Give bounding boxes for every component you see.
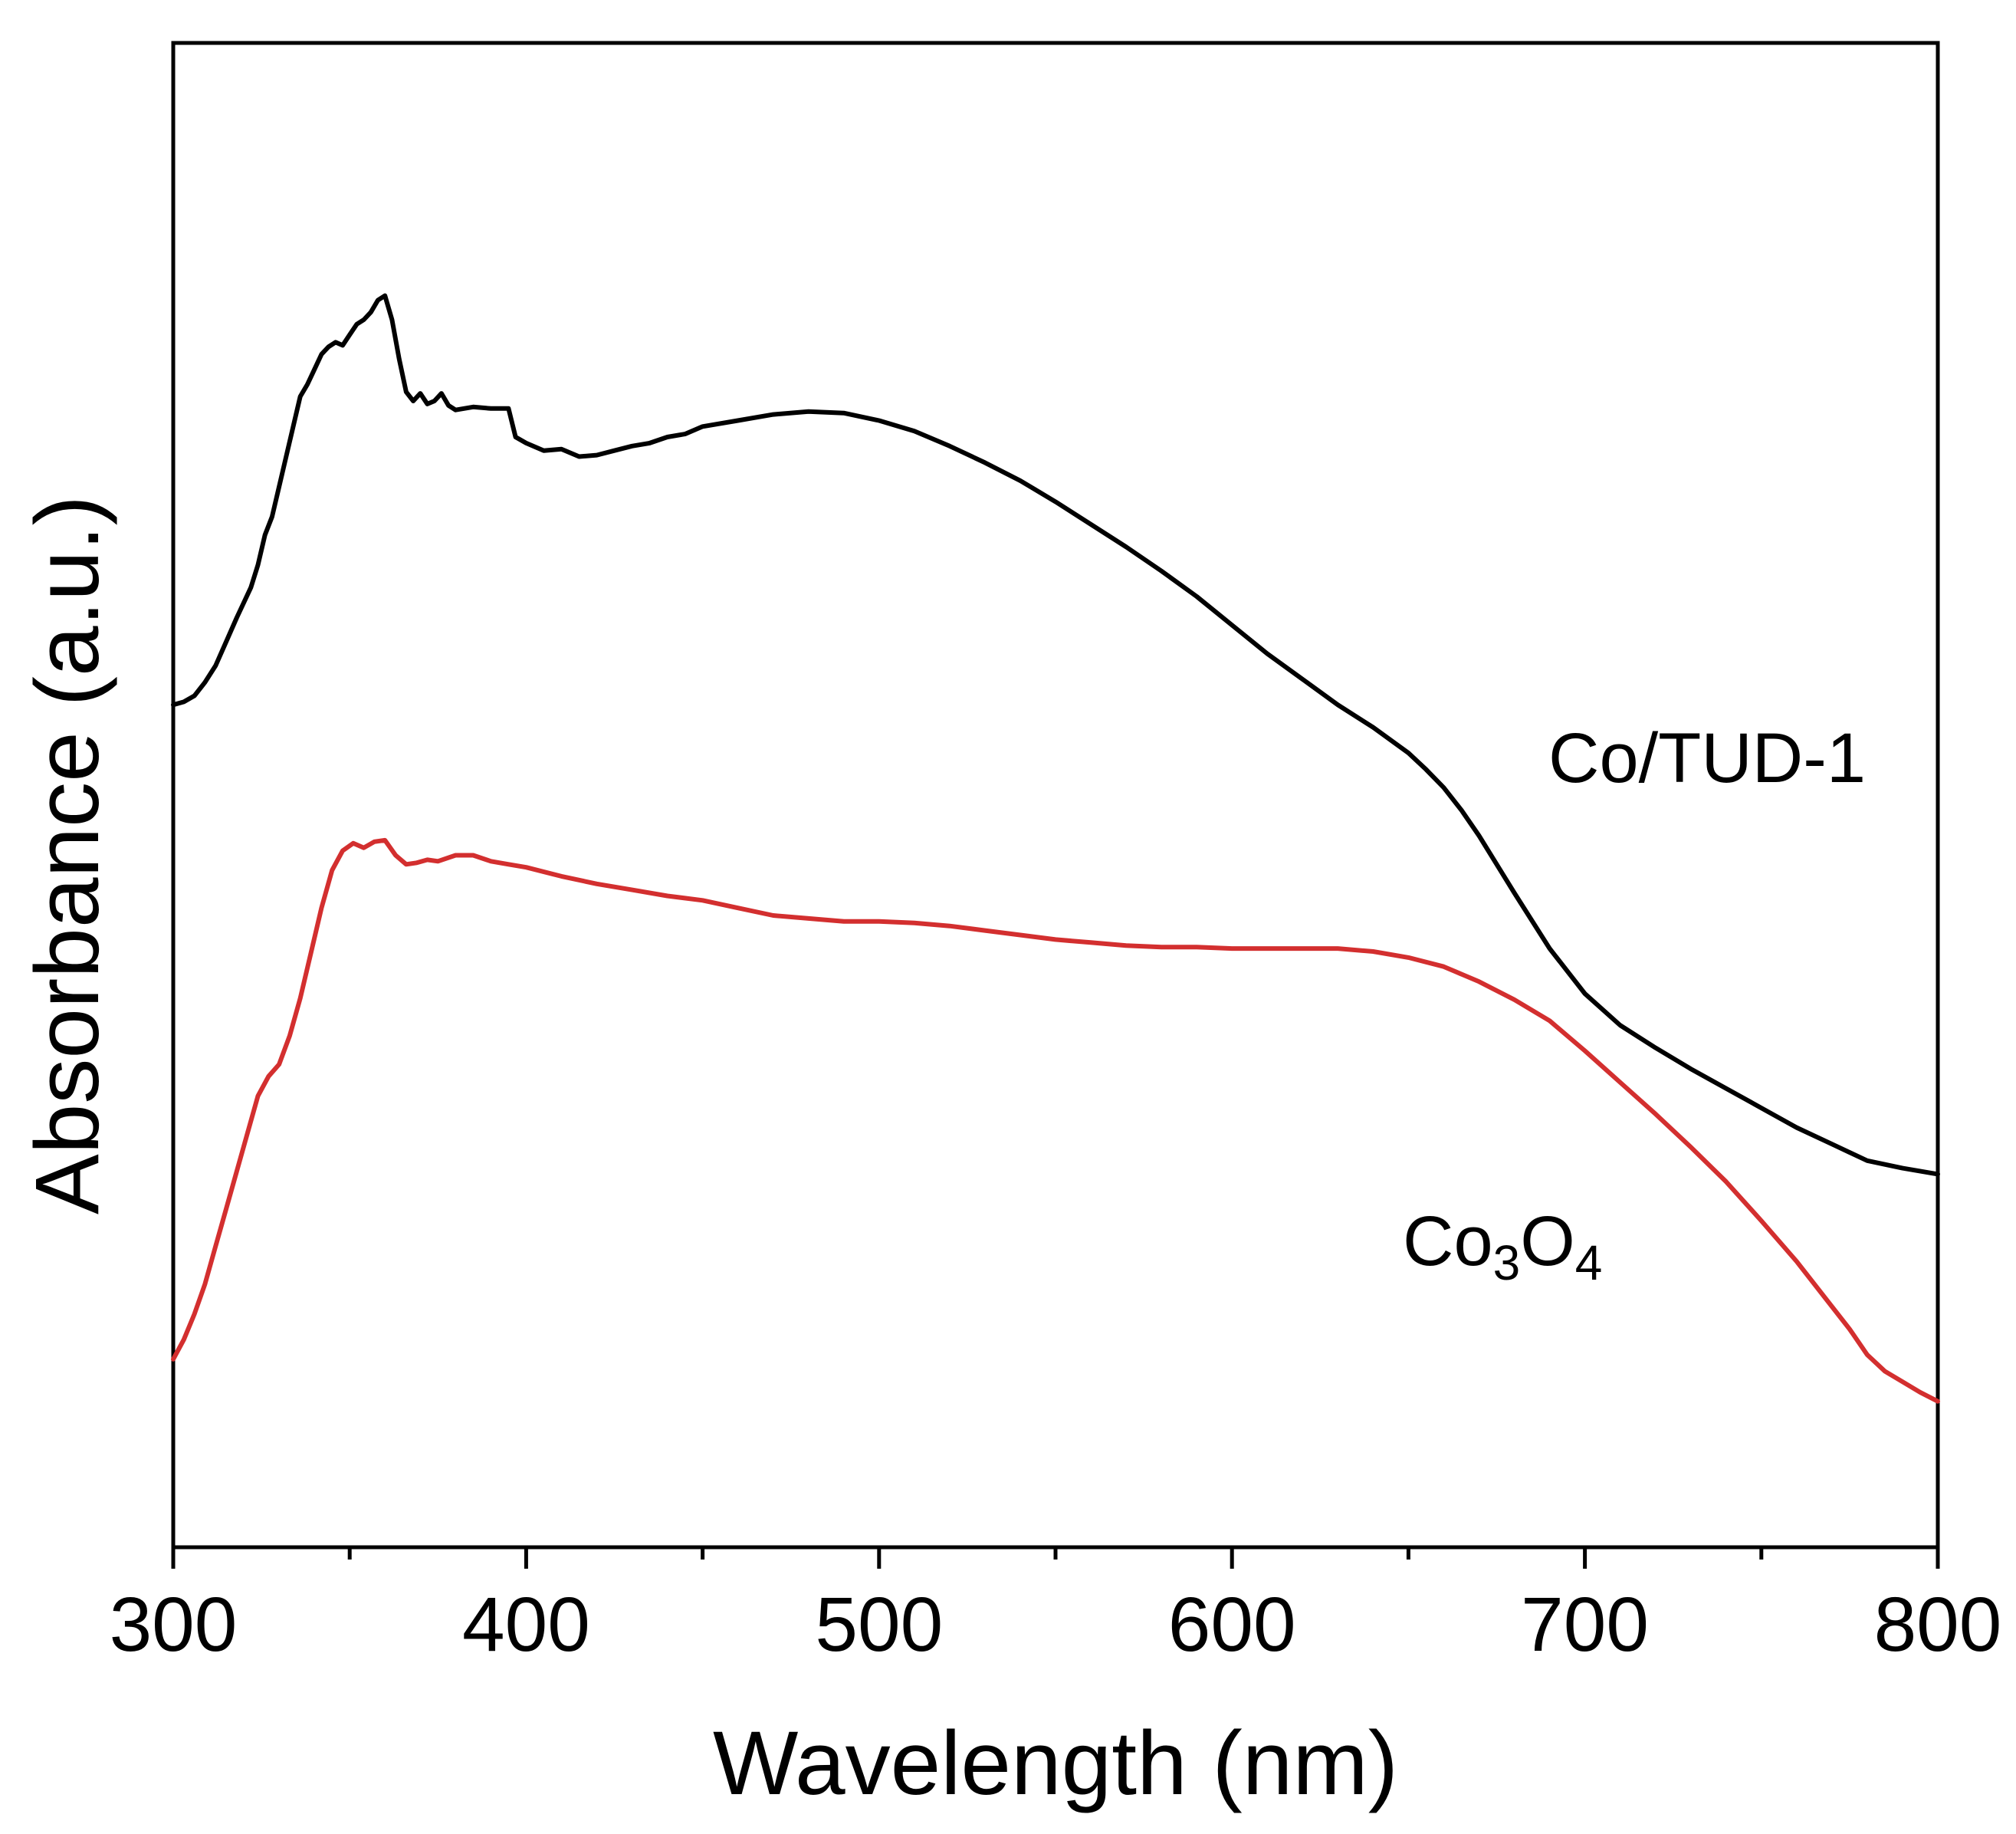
series-line-co-tud-1 [171, 293, 1940, 1177]
x-axis-title: Wavelength (nm) [713, 1713, 1398, 1814]
series-label-co3o4: Co3O4 [1403, 1202, 1602, 1290]
x-tick-label-500: 500 [815, 1582, 943, 1668]
x-axis-tick-labels: 300 400 500 600 700 800 [110, 1582, 2002, 1668]
co3o4-label-sub-4: 4 [1575, 1235, 1603, 1290]
series-line-co3o4 [171, 837, 1940, 1404]
x-axis-ticks [171, 1547, 1940, 1569]
x-tick-label-600: 600 [1168, 1582, 1296, 1668]
x-tick-label-800: 800 [1874, 1582, 2002, 1668]
co3o4-label-o: O [1520, 1202, 1575, 1280]
series-label-co-tud-1: Co/TUD-1 [1548, 719, 1866, 797]
co3o4-label-sub-3: 3 [1493, 1235, 1521, 1290]
co3o4-label-co: Co [1403, 1202, 1493, 1280]
x-tick-label-400: 400 [462, 1582, 590, 1668]
y-axis-title: Absorbance (a.u.) [17, 495, 118, 1214]
series-layer [171, 293, 1940, 1404]
x-tick-label-300: 300 [110, 1582, 238, 1668]
x-tick-label-700: 700 [1521, 1582, 1649, 1668]
